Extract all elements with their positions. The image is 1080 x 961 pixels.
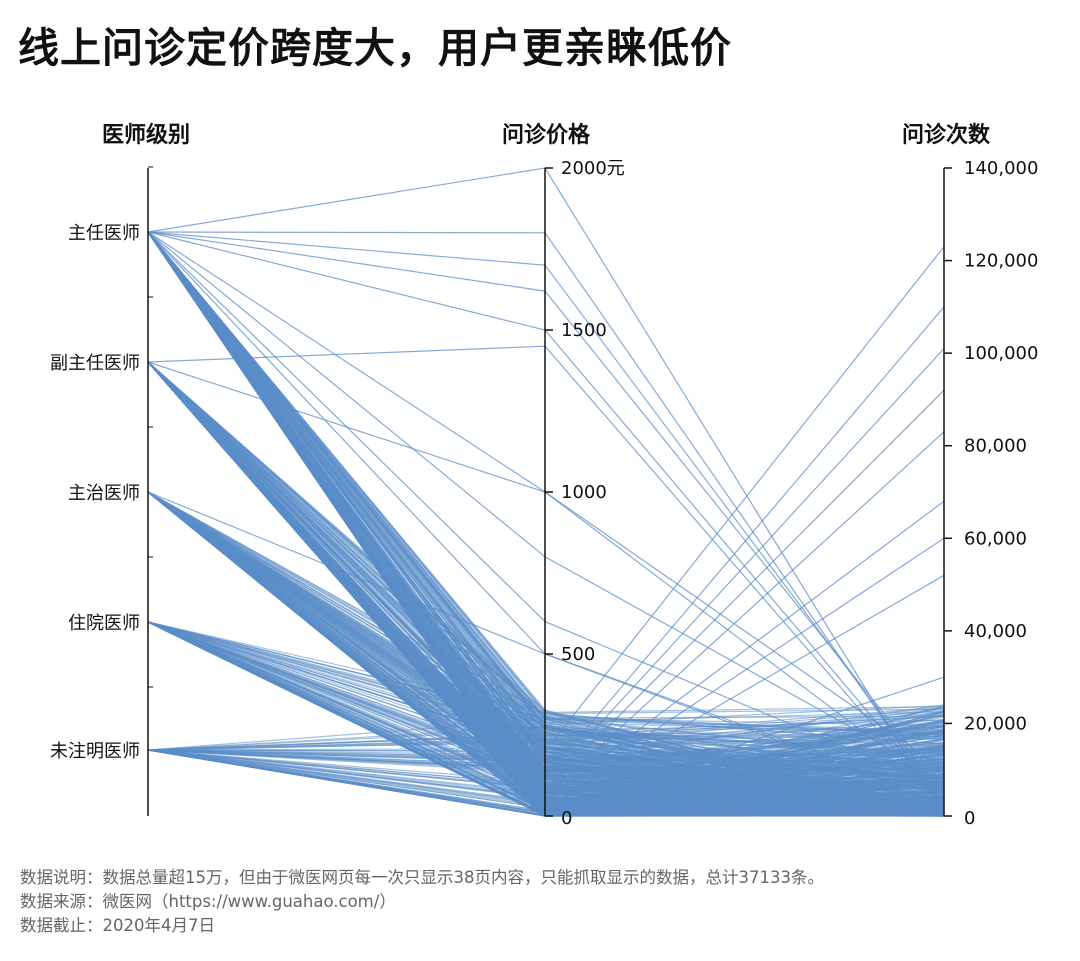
data-line: [147, 231, 945, 784]
data-line: [147, 231, 945, 791]
category-label: 住院医师: [68, 613, 140, 634]
axis-title-2: 问诊价格: [502, 122, 591, 148]
data-line: [147, 361, 945, 740]
axis-title-3: 问诊次数: [902, 122, 991, 148]
notes: 数据说明：数据总量超15万，但由于微医网页每一次只显示38页内容，只能抓取显示的…: [20, 866, 824, 938]
data-line: [147, 231, 945, 791]
price-tick-label: 2000元: [561, 158, 625, 179]
data-line: [147, 231, 945, 792]
data-line: [147, 231, 945, 771]
data-line: [147, 231, 945, 781]
count-tick-label: 40,000: [964, 621, 1027, 642]
data-line: [147, 231, 945, 780]
data-line: [147, 231, 945, 770]
data-line: [147, 231, 945, 773]
data-line: [147, 231, 945, 785]
data-line: [147, 231, 945, 776]
data-line: [147, 231, 945, 777]
note-source: 数据来源：微医网（https://www.guahao.com/）: [20, 892, 396, 911]
data-line: [147, 231, 945, 771]
data-line: [147, 231, 945, 785]
note-date: 数据截止：2020年4月7日: [20, 916, 215, 935]
data-line: [147, 231, 945, 780]
count-tick-label: 0: [964, 808, 975, 829]
count-tick-label: 140,000: [964, 158, 1038, 179]
count-tick-label: 120,000: [964, 251, 1038, 272]
count-tick-label: 20,000: [964, 713, 1027, 734]
data-line: [147, 231, 945, 779]
count-tick-label: 80,000: [964, 436, 1027, 457]
price-tick-label: 500: [561, 644, 595, 665]
data-line: [147, 491, 945, 733]
data-line: [147, 231, 945, 771]
data-line: [147, 231, 945, 772]
data-line: [147, 231, 945, 779]
category-label: 主治医师: [68, 483, 140, 504]
count-tick-label: 60,000: [964, 528, 1027, 549]
data-line: [147, 231, 945, 791]
data-line: [147, 231, 945, 792]
category-label: 副主任医师: [50, 353, 140, 374]
data-line: [147, 361, 945, 741]
data-line: [147, 491, 945, 738]
data-line: [147, 231, 945, 780]
data-line: [147, 231, 945, 780]
price-tick-label: 0: [561, 808, 572, 829]
data-line: [147, 231, 945, 785]
data-line: [147, 231, 945, 781]
page-title: 线上问诊定价跨度大，用户更亲睐低价: [18, 24, 732, 72]
price-tick-label: 1500: [561, 320, 607, 341]
data-line: [147, 361, 945, 751]
category-label: 未注明医师: [50, 741, 140, 762]
category-label: 主任医师: [68, 223, 140, 244]
price-tick-label: 1000: [561, 482, 607, 503]
note-description: 数据说明：数据总量超15万，但由于微医网页每一次只显示38页内容，只能抓取显示的…: [20, 868, 824, 887]
axis-title-1: 医师级别: [102, 122, 190, 148]
data-line: [147, 231, 945, 771]
data-line: [147, 231, 945, 778]
count-tick-label: 100,000: [964, 343, 1038, 364]
